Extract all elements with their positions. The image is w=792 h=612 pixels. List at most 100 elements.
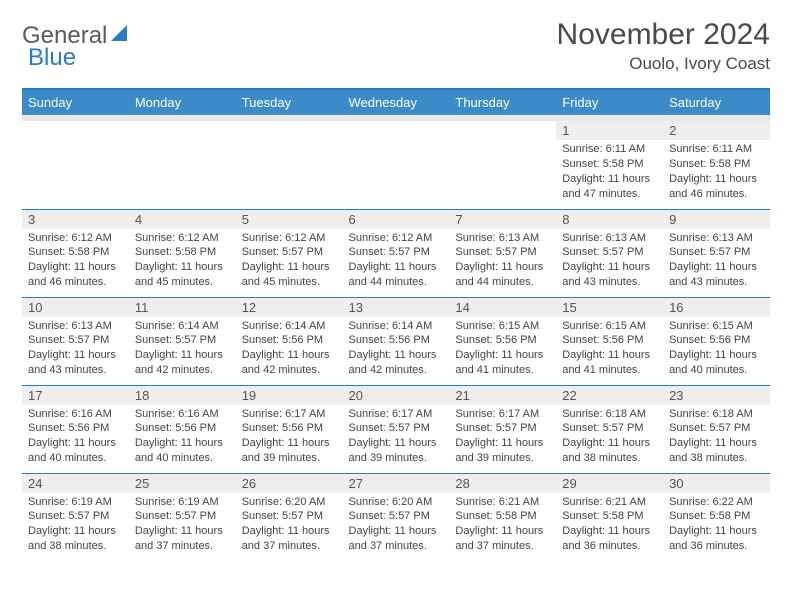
dow-sun: Sunday — [22, 89, 129, 115]
day-number: 17 — [22, 386, 129, 405]
day-detail: Sunrise: 6:17 AMSunset: 5:57 PMDaylight:… — [343, 405, 450, 470]
day-detail: Sunrise: 6:11 AMSunset: 5:58 PMDaylight:… — [663, 140, 770, 205]
dow-wed: Wednesday — [343, 89, 450, 115]
dow-sat: Saturday — [663, 89, 770, 115]
day-cell: 29Sunrise: 6:21 AMSunset: 5:58 PMDayligh… — [556, 473, 663, 561]
day-number: 30 — [663, 474, 770, 493]
day-cell: 21Sunrise: 6:17 AMSunset: 5:57 PMDayligh… — [449, 385, 556, 473]
day-cell: . — [449, 121, 556, 209]
day-cell: 6Sunrise: 6:12 AMSunset: 5:57 PMDaylight… — [343, 209, 450, 297]
day-cell: 28Sunrise: 6:21 AMSunset: 5:58 PMDayligh… — [449, 473, 556, 561]
day-number: 19 — [236, 386, 343, 405]
day-detail: Sunrise: 6:18 AMSunset: 5:57 PMDaylight:… — [663, 405, 770, 470]
day-cell: 26Sunrise: 6:20 AMSunset: 5:57 PMDayligh… — [236, 473, 343, 561]
day-detail: Sunrise: 6:14 AMSunset: 5:56 PMDaylight:… — [236, 317, 343, 382]
dow-mon: Monday — [129, 89, 236, 115]
day-detail: Sunrise: 6:22 AMSunset: 5:58 PMDaylight:… — [663, 493, 770, 558]
day-cell: 15Sunrise: 6:15 AMSunset: 5:56 PMDayligh… — [556, 297, 663, 385]
day-number: 2 — [663, 121, 770, 140]
day-detail: Sunrise: 6:12 AMSunset: 5:58 PMDaylight:… — [129, 229, 236, 294]
day-detail: Sunrise: 6:20 AMSunset: 5:57 PMDaylight:… — [343, 493, 450, 558]
day-cell: 9Sunrise: 6:13 AMSunset: 5:57 PMDaylight… — [663, 209, 770, 297]
day-detail: Sunrise: 6:13 AMSunset: 5:57 PMDaylight:… — [663, 229, 770, 294]
day-cell: 10Sunrise: 6:13 AMSunset: 5:57 PMDayligh… — [22, 297, 129, 385]
day-detail: Sunrise: 6:11 AMSunset: 5:58 PMDaylight:… — [556, 140, 663, 205]
day-number: 12 — [236, 298, 343, 317]
day-number: 13 — [343, 298, 450, 317]
day-cell: 3Sunrise: 6:12 AMSunset: 5:58 PMDaylight… — [22, 209, 129, 297]
month-title: November 2024 — [557, 18, 770, 52]
day-detail: Sunrise: 6:17 AMSunset: 5:57 PMDaylight:… — [449, 405, 556, 470]
day-detail: Sunrise: 6:17 AMSunset: 5:56 PMDaylight:… — [236, 405, 343, 470]
day-detail: Sunrise: 6:19 AMSunset: 5:57 PMDaylight:… — [129, 493, 236, 558]
logo-sail-icon — [111, 25, 131, 43]
day-number: 14 — [449, 298, 556, 317]
day-number: 25 — [129, 474, 236, 493]
location: Ouolo, Ivory Coast — [557, 54, 770, 74]
dow-fri: Friday — [556, 89, 663, 115]
day-cell: 13Sunrise: 6:14 AMSunset: 5:56 PMDayligh… — [343, 297, 450, 385]
day-number: 27 — [343, 474, 450, 493]
day-number: 10 — [22, 298, 129, 317]
day-detail: Sunrise: 6:12 AMSunset: 5:57 PMDaylight:… — [236, 229, 343, 294]
day-number: 21 — [449, 386, 556, 405]
day-detail: Sunrise: 6:20 AMSunset: 5:57 PMDaylight:… — [236, 493, 343, 558]
day-detail: Sunrise: 6:13 AMSunset: 5:57 PMDaylight:… — [22, 317, 129, 382]
day-number: 20 — [343, 386, 450, 405]
day-cell: 30Sunrise: 6:22 AMSunset: 5:58 PMDayligh… — [663, 473, 770, 561]
day-number: 9 — [663, 210, 770, 229]
brand-word2: Blue — [28, 44, 76, 72]
day-cell: 22Sunrise: 6:18 AMSunset: 5:57 PMDayligh… — [556, 385, 663, 473]
week-row: 24Sunrise: 6:19 AMSunset: 5:57 PMDayligh… — [22, 473, 770, 561]
day-detail: Sunrise: 6:13 AMSunset: 5:57 PMDaylight:… — [449, 229, 556, 294]
day-number: 4 — [129, 210, 236, 229]
day-detail: Sunrise: 6:12 AMSunset: 5:57 PMDaylight:… — [343, 229, 450, 294]
header: General November 2024 Ouolo, Ivory Coast — [22, 18, 770, 74]
day-detail: Sunrise: 6:15 AMSunset: 5:56 PMDaylight:… — [663, 317, 770, 382]
day-cell: 4Sunrise: 6:12 AMSunset: 5:58 PMDaylight… — [129, 209, 236, 297]
dow-row: Sunday Monday Tuesday Wednesday Thursday… — [22, 89, 770, 115]
week-row: 10Sunrise: 6:13 AMSunset: 5:57 PMDayligh… — [22, 297, 770, 385]
day-number: 24 — [22, 474, 129, 493]
day-number: 6 — [343, 210, 450, 229]
day-cell: 23Sunrise: 6:18 AMSunset: 5:57 PMDayligh… — [663, 385, 770, 473]
day-cell: 7Sunrise: 6:13 AMSunset: 5:57 PMDaylight… — [449, 209, 556, 297]
day-detail: Sunrise: 6:15 AMSunset: 5:56 PMDaylight:… — [556, 317, 663, 382]
day-number: 23 — [663, 386, 770, 405]
dow-thu: Thursday — [449, 89, 556, 115]
day-cell: 5Sunrise: 6:12 AMSunset: 5:57 PMDaylight… — [236, 209, 343, 297]
week-row: 3Sunrise: 6:12 AMSunset: 5:58 PMDaylight… — [22, 209, 770, 297]
day-detail: Sunrise: 6:18 AMSunset: 5:57 PMDaylight:… — [556, 405, 663, 470]
day-number: 5 — [236, 210, 343, 229]
day-number: 26 — [236, 474, 343, 493]
day-detail: Sunrise: 6:12 AMSunset: 5:58 PMDaylight:… — [22, 229, 129, 294]
day-number: 1 — [556, 121, 663, 140]
day-cell: . — [343, 121, 450, 209]
day-cell: 8Sunrise: 6:13 AMSunset: 5:57 PMDaylight… — [556, 209, 663, 297]
day-number: 29 — [556, 474, 663, 493]
day-cell: 19Sunrise: 6:17 AMSunset: 5:56 PMDayligh… — [236, 385, 343, 473]
calendar-table: Sunday Monday Tuesday Wednesday Thursday… — [22, 88, 770, 121]
day-number: 8 — [556, 210, 663, 229]
day-cell: . — [22, 121, 129, 209]
day-detail: Sunrise: 6:21 AMSunset: 5:58 PMDaylight:… — [556, 493, 663, 558]
dow-tue: Tuesday — [236, 89, 343, 115]
week-row: 17Sunrise: 6:16 AMSunset: 5:56 PMDayligh… — [22, 385, 770, 473]
day-number: 7 — [449, 210, 556, 229]
day-number: 3 — [22, 210, 129, 229]
day-cell: 18Sunrise: 6:16 AMSunset: 5:56 PMDayligh… — [129, 385, 236, 473]
day-cell: 24Sunrise: 6:19 AMSunset: 5:57 PMDayligh… — [22, 473, 129, 561]
day-cell: 25Sunrise: 6:19 AMSunset: 5:57 PMDayligh… — [129, 473, 236, 561]
day-number: 15 — [556, 298, 663, 317]
day-detail: Sunrise: 6:19 AMSunset: 5:57 PMDaylight:… — [22, 493, 129, 558]
day-cell: 11Sunrise: 6:14 AMSunset: 5:57 PMDayligh… — [129, 297, 236, 385]
calendar-weeks: .....1Sunrise: 6:11 AMSunset: 5:58 PMDay… — [22, 121, 770, 561]
day-cell: 20Sunrise: 6:17 AMSunset: 5:57 PMDayligh… — [343, 385, 450, 473]
day-cell: 17Sunrise: 6:16 AMSunset: 5:56 PMDayligh… — [22, 385, 129, 473]
day-detail: Sunrise: 6:14 AMSunset: 5:57 PMDaylight:… — [129, 317, 236, 382]
day-detail: Sunrise: 6:16 AMSunset: 5:56 PMDaylight:… — [22, 405, 129, 470]
day-number: 11 — [129, 298, 236, 317]
day-detail: Sunrise: 6:13 AMSunset: 5:57 PMDaylight:… — [556, 229, 663, 294]
day-number: 28 — [449, 474, 556, 493]
day-cell: 1Sunrise: 6:11 AMSunset: 5:58 PMDaylight… — [556, 121, 663, 209]
